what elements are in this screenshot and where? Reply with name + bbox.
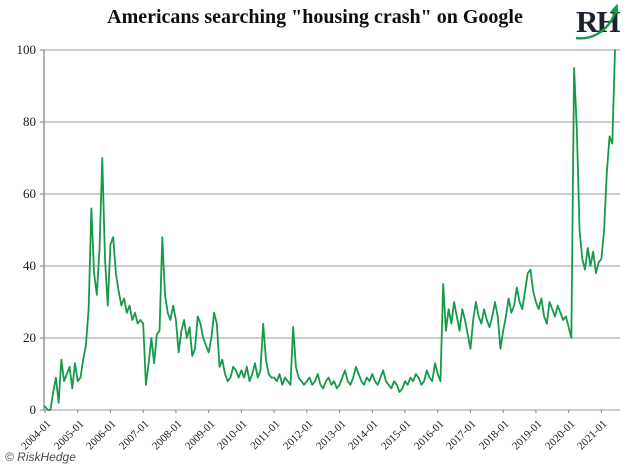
riskhedge-logo: RH <box>575 3 622 40</box>
logo-arrow-icon <box>575 12 617 40</box>
y-axis-label: 0 <box>29 402 37 417</box>
logo-arrowhead-icon <box>610 3 619 15</box>
trend-line <box>44 49 616 411</box>
y-axis-label: 80 <box>23 114 36 129</box>
y-axis-label: 20 <box>23 330 36 345</box>
y-axis-label: 40 <box>23 258 36 273</box>
copyright-note: © RiskHedge <box>5 450 76 464</box>
page-title: Americans searching "housing crash" on G… <box>107 6 523 28</box>
y-axis-label: 60 <box>23 186 36 201</box>
y-axis-label: 100 <box>16 42 37 57</box>
